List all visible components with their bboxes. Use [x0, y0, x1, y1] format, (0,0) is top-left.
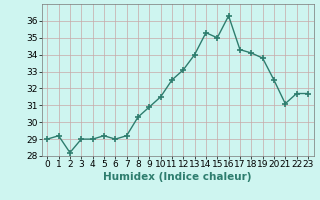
X-axis label: Humidex (Indice chaleur): Humidex (Indice chaleur): [103, 172, 252, 182]
